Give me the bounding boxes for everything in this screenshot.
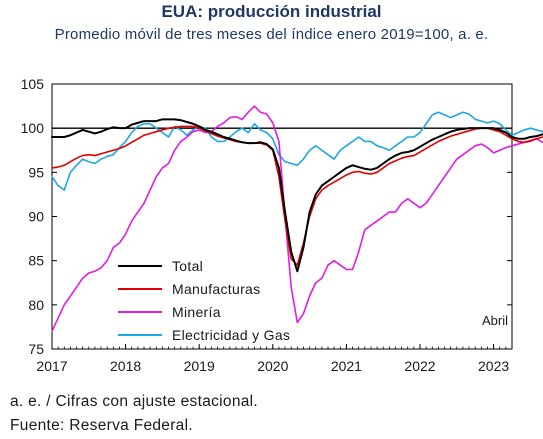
- series-line-electricidad-y-gas: [51, 111, 543, 191]
- series-line-minería: [51, 105, 543, 333]
- legend-label: Electricidad y Gas: [172, 327, 290, 343]
- x-tick-label: 2017: [36, 358, 67, 374]
- x-tick-label: 2019: [184, 358, 215, 374]
- annotation-abril: Abril: [482, 313, 508, 328]
- x-tick-label: 2018: [110, 358, 141, 374]
- chart-subtitle: Promedio móvil de tres meses del índice …: [54, 26, 489, 43]
- x-tick-label: 2023: [478, 358, 509, 374]
- y-tick-label: 105: [21, 76, 45, 92]
- y-tick-label: 100: [21, 120, 45, 136]
- y-tick-label: 85: [28, 253, 44, 269]
- y-tick-label: 95: [28, 164, 44, 180]
- legend-label: Manufacturas: [172, 281, 260, 297]
- legend-label: Minería: [172, 304, 221, 320]
- source-note: Fuente: Reserva Federal.: [10, 417, 193, 434]
- x-tick-label: 2021: [331, 358, 362, 374]
- series-line-manufacturas: [51, 125, 543, 266]
- series-line-total: [51, 118, 543, 273]
- x-tick-label: 2020: [257, 358, 288, 374]
- y-tick-label: 80: [28, 297, 44, 313]
- x-tick-label: 2022: [404, 358, 435, 374]
- adjustment-note: a. e. / Cifras con ajuste estacional.: [10, 393, 259, 410]
- y-tick-label: 90: [28, 209, 44, 225]
- plot-frame: [51, 83, 513, 350]
- legend-label: Total: [172, 258, 203, 274]
- y-tick-label: 75: [28, 341, 44, 357]
- chart-title: EUA: producción industrial: [161, 2, 382, 21]
